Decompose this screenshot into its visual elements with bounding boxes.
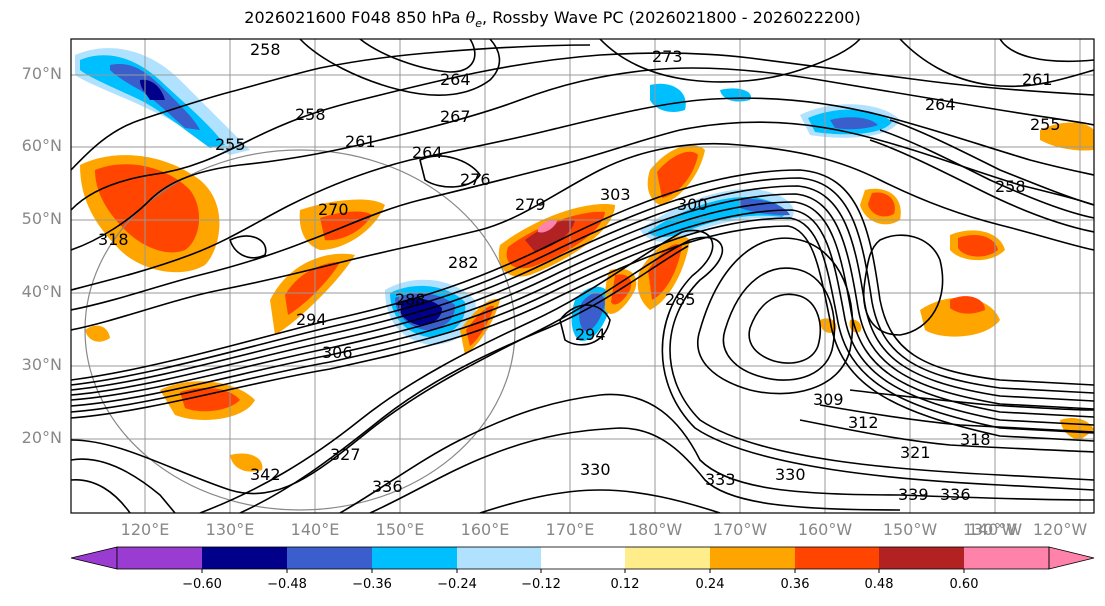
anomaly-shading <box>75 48 1094 472</box>
lat-label: 30°N <box>21 355 62 374</box>
graticule <box>71 39 1094 513</box>
contour-label: 336 <box>372 477 403 496</box>
colorbar-segment <box>372 547 457 569</box>
lon-label: 180°W <box>627 520 683 539</box>
colorbar-tick-label: −0.36 <box>352 577 392 592</box>
contour-label: 258 <box>295 105 326 124</box>
colorbar-segment <box>457 547 541 569</box>
colorbar-segment <box>202 547 287 569</box>
contour-label: 318 <box>960 430 991 449</box>
contour-label: 330 <box>775 465 806 484</box>
contour-label: 321 <box>900 443 931 462</box>
contour-label: 279 <box>515 195 546 214</box>
region-circle <box>84 149 516 511</box>
contour-label: 264 <box>925 95 956 114</box>
contour-label: 255 <box>215 135 246 154</box>
title-theta-subscript: e <box>475 17 483 31</box>
colorbar-segment <box>795 547 879 569</box>
contour-label: 336 <box>940 485 971 504</box>
lon-label: 150°W <box>882 520 938 539</box>
contour-labels: 258 273 264 261 258 267 261 255 264 264 … <box>98 40 1061 504</box>
contour-label: 288 <box>395 290 426 309</box>
contour-label: 330 <box>580 460 611 479</box>
lon-label: 120°W <box>1032 520 1088 539</box>
contour-label: 300 <box>677 195 708 214</box>
title-prefix: 2026021600 F048 850 hPa <box>244 8 466 27</box>
lon-label: 160°W <box>797 520 853 539</box>
lat-label: 50°N <box>21 209 62 228</box>
colorbar-segment <box>964 547 1049 569</box>
colorbar-segment <box>879 547 964 569</box>
contour-label: 312 <box>848 413 879 432</box>
colorbar-tick-label: 0.36 <box>780 577 810 592</box>
colorbar-tick-label: 0.60 <box>949 577 979 592</box>
contour-label: 270 <box>318 200 349 219</box>
lat-label: 70°N <box>21 64 62 83</box>
colorbar-tick-label: 0.48 <box>864 577 894 592</box>
contour-label: 258 <box>250 40 281 59</box>
theta-e-contours <box>71 39 1094 513</box>
lon-label: 120°E <box>120 520 170 539</box>
colorbar-segment <box>117 547 202 569</box>
title-suffix: , Rossby Wave PC (2026021800 - 202602220… <box>482 8 861 27</box>
contour-label: 273 <box>652 47 683 66</box>
colorbar-segment <box>541 547 625 569</box>
map-frame <box>70 38 1095 514</box>
colorbar-tick-label: 0.12 <box>610 577 640 592</box>
contour-label: 276 <box>460 170 491 189</box>
map-area: 258 273 264 261 258 267 261 255 264 264 … <box>71 39 1094 513</box>
lat-label: 20°N <box>21 428 62 447</box>
colorbar-segment <box>287 547 372 569</box>
contour-label: 306 <box>322 343 353 362</box>
colorbar-segment <box>625 547 710 569</box>
contour-label: 309 <box>813 390 844 409</box>
lon-label: 150°E <box>375 520 425 539</box>
colorbar-tick-label: −0.12 <box>521 577 561 592</box>
lon-label: 140°W <box>967 520 1023 539</box>
colorbar-tick-label: −0.24 <box>437 577 477 592</box>
lon-label: 170°W <box>712 520 768 539</box>
contour-label: 255 <box>1030 115 1061 134</box>
lon-label: 130°E <box>205 520 255 539</box>
contour-label: 333 <box>705 470 736 489</box>
contour-label: 258 <box>995 177 1026 196</box>
lat-label: 60°N <box>21 136 62 155</box>
lon-label: 160°E <box>460 520 510 539</box>
contour-label: 318 <box>98 230 129 249</box>
colorbar <box>70 546 1095 573</box>
contour-label: 264 <box>412 143 443 162</box>
colorbar-left-arrow <box>70 546 118 570</box>
map-title: 2026021600 F048 850 hPa θe, Rossby Wave … <box>0 8 1105 30</box>
colorbar-tick-label: 0.24 <box>695 577 725 592</box>
contour-label: 294 <box>296 310 327 329</box>
colorbar-segment <box>710 547 795 569</box>
contour-label: 294 <box>575 325 606 344</box>
colorbar-right-arrow <box>1048 546 1095 570</box>
lon-label: 130°W <box>962 520 1018 539</box>
contour-label: 267 <box>440 107 471 126</box>
title-theta: θ <box>465 8 476 27</box>
lon-label: 140°E <box>290 520 340 539</box>
contour-label: 327 <box>330 445 361 464</box>
contour-label: 339 <box>898 485 929 504</box>
colorbar-tick-label: −0.48 <box>267 577 307 592</box>
contour-label: 342 <box>250 465 281 484</box>
contour-label: 261 <box>345 132 376 151</box>
colorbar-tick-label: −0.60 <box>182 577 222 592</box>
contour-label: 264 <box>440 70 471 89</box>
contour-label: 282 <box>448 253 479 272</box>
contour-label: 261 <box>1022 70 1053 89</box>
contour-label: 303 <box>600 185 631 204</box>
lon-label: 170°E <box>545 520 595 539</box>
contour-label: 285 <box>665 290 696 309</box>
lat-label: 40°N <box>21 282 62 301</box>
